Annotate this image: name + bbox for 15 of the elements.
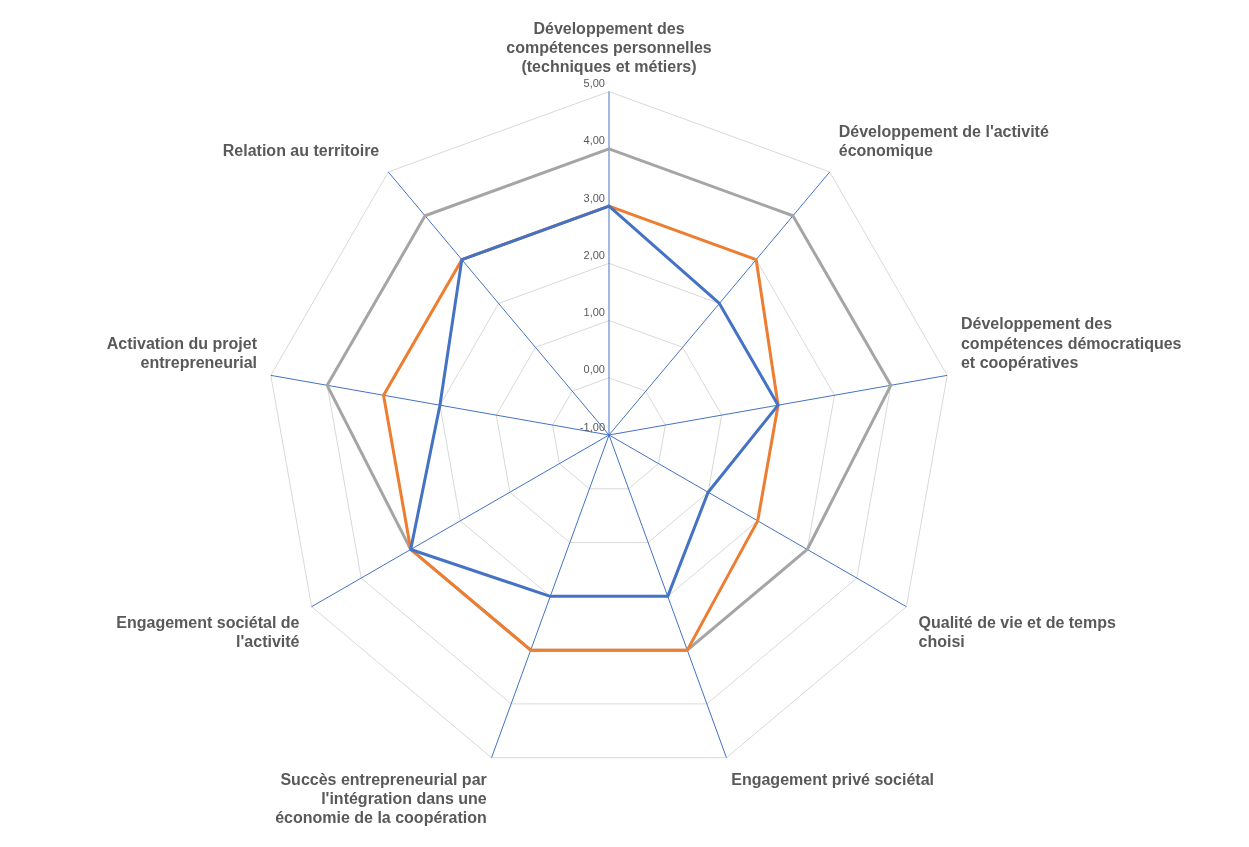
spoke-label: Développement des compétences démocratiques et coopératives (960, 315, 1182, 371)
spoke-label: Engagement privé sociétal (731, 770, 934, 788)
spoke-label: Développement des compétences personnelles (techniques et métiers) (506, 20, 712, 76)
y-tick-label: 1,00 (583, 306, 605, 319)
spoke-label: Relation au territoire (222, 142, 380, 160)
spoke-label: Activation du projet entrepreneurial (106, 334, 258, 371)
y-tick-label: 2,00 (583, 248, 605, 261)
spoke-label: Engagement sociétal de l'activité (116, 613, 300, 650)
spoke-label: Qualité de vie et de temps choisi (918, 613, 1117, 650)
spoke-label: Développement de l'activité économique (838, 122, 1049, 160)
spoke-label: Succès entrepreneurial par l'intégration dans une économie de la coopération (275, 770, 487, 827)
y-tick-label: 0,00 (583, 363, 605, 376)
y-tick-label: 5,00 (583, 77, 605, 90)
y-tick-label: 3,00 (583, 191, 605, 204)
y-tick-label: 4,00 (583, 134, 605, 147)
